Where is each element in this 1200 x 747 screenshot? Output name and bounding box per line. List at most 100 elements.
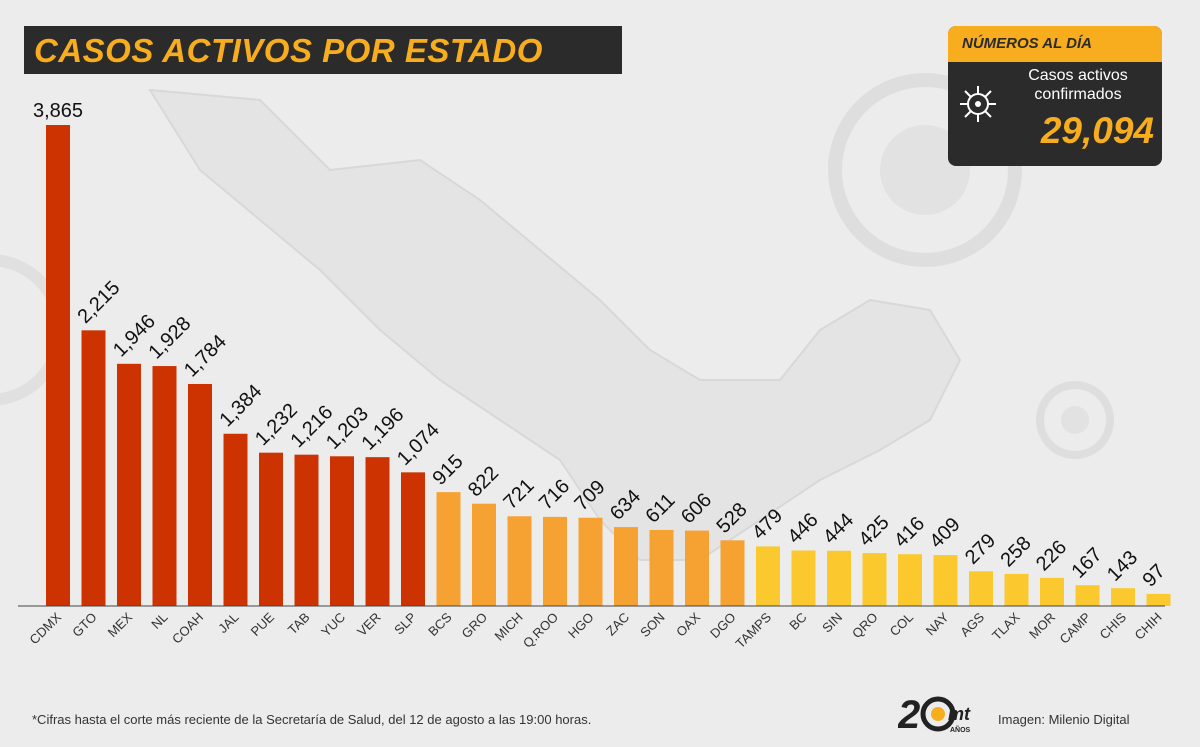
stats-label-line2: confirmados (1034, 86, 1122, 103)
category-label: CHIS (1097, 609, 1130, 642)
bar-qro (862, 553, 887, 606)
value-label: 409 (925, 513, 964, 552)
value-label: 279 (961, 530, 1000, 569)
category-label: SIN (819, 610, 845, 636)
value-label: 716 (535, 475, 574, 514)
value-label: 822 (464, 462, 503, 501)
category-label: Q.ROO (520, 610, 561, 651)
bar-bcs (436, 492, 461, 606)
bar-mor (1040, 577, 1064, 606)
category-label: HGO (565, 610, 597, 642)
value-label: 634 (606, 485, 645, 524)
bar-col (898, 554, 922, 606)
category-label: SLP (391, 610, 419, 638)
bar-hgo (578, 517, 603, 606)
category-label: DGO (707, 610, 739, 642)
category-label: COAH (169, 610, 206, 647)
milenio-20-anos-logo: 2 mt AÑOS (898, 693, 971, 737)
bar-yuc (330, 456, 354, 606)
value-label: 1,384 (215, 380, 266, 431)
category-label: JAL (215, 610, 241, 636)
bar-nay (933, 555, 958, 606)
bar-pue (259, 452, 283, 606)
bar-qroo (543, 516, 567, 606)
bar-sin (827, 550, 851, 606)
svg-text:mt: mt (948, 704, 971, 724)
category-label: MOR (1026, 610, 1058, 642)
bar-slp (401, 472, 425, 606)
category-label: TLAX (989, 609, 1023, 643)
category-label: COL (887, 610, 917, 640)
bar-zac (614, 527, 638, 606)
category-label: SON (637, 610, 668, 641)
bar-gro (472, 503, 496, 606)
bar-tlax (1004, 573, 1029, 606)
bar-ver (365, 457, 390, 606)
value-label: 479 (748, 505, 787, 544)
value-label: 915 (428, 451, 467, 490)
category-label: VER (354, 610, 384, 640)
category-label: AGS (957, 609, 987, 639)
category-label: BCS (425, 609, 455, 639)
value-label: 258 (996, 532, 1035, 571)
bar-tamps (756, 546, 780, 606)
value-label: 528 (712, 499, 751, 538)
bar-gto (81, 330, 106, 606)
category-label: TAB (285, 610, 313, 638)
value-label: 416 (890, 513, 929, 552)
value-label: 611 (641, 489, 679, 527)
value-label: 1,784 (180, 331, 231, 382)
bar-mex (117, 363, 141, 606)
value-label: 721 (499, 475, 538, 514)
bar-chih (1146, 593, 1171, 606)
stats-panel: NÚMEROS AL DÍA Casos activos confirmados… (948, 26, 1162, 166)
category-label: GTO (69, 610, 99, 640)
bar-jal (223, 433, 248, 606)
virus-icon (960, 86, 996, 122)
value-label: 167 (1067, 544, 1106, 583)
bar-ags (969, 571, 993, 606)
value-label: 2,215 (73, 277, 124, 328)
category-label: NL (148, 610, 170, 632)
stats-label-line1: Casos activos (1028, 67, 1128, 84)
category-label: CAMP (1056, 610, 1093, 647)
category-label: ZAC (603, 610, 632, 639)
category-label: TAMPS (733, 609, 775, 651)
svg-text:AÑOS: AÑOS (950, 725, 971, 734)
value-label: 444 (819, 509, 858, 548)
bar-oax (685, 530, 709, 606)
bar-son (649, 529, 674, 606)
value-label: 709 (570, 476, 609, 515)
bar-mich (507, 516, 532, 606)
stats-value: 29,094 (1040, 110, 1154, 151)
stats-label: Casos activos confirmados (998, 66, 1158, 104)
category-label: MEX (105, 609, 136, 640)
category-label: OAX (673, 609, 703, 639)
category-label: PUE (248, 609, 278, 639)
value-label: 226 (1032, 536, 1071, 575)
svg-text:2: 2 (898, 693, 920, 737)
bar-cdmx (46, 125, 70, 606)
value-label: 446 (783, 509, 822, 548)
bar-chis (1111, 588, 1135, 606)
value-label: 606 (677, 489, 716, 528)
footnote: *Cifras hasta el corte más reciente de l… (32, 712, 592, 727)
value-label: 3,865 (33, 100, 83, 122)
category-label: YUC (318, 610, 348, 640)
category-label: BC (786, 610, 809, 633)
category-label: CHIH (1132, 610, 1165, 643)
category-label: NAY (923, 609, 952, 638)
title-banner: CASOS ACTIVOS POR ESTADO (24, 26, 622, 74)
bar-camp (1075, 585, 1100, 606)
bar-nl (152, 366, 177, 606)
image-credit: Imagen: Milenio Digital (998, 712, 1130, 727)
value-label: 425 (854, 511, 893, 550)
value-label: 143 (1103, 547, 1142, 586)
bar-coah (188, 383, 212, 606)
page-title: CASOS ACTIVOS POR ESTADO (34, 32, 543, 69)
category-label: CDMX (26, 609, 64, 647)
bar-bc (791, 550, 816, 606)
bar-tab (294, 454, 319, 606)
